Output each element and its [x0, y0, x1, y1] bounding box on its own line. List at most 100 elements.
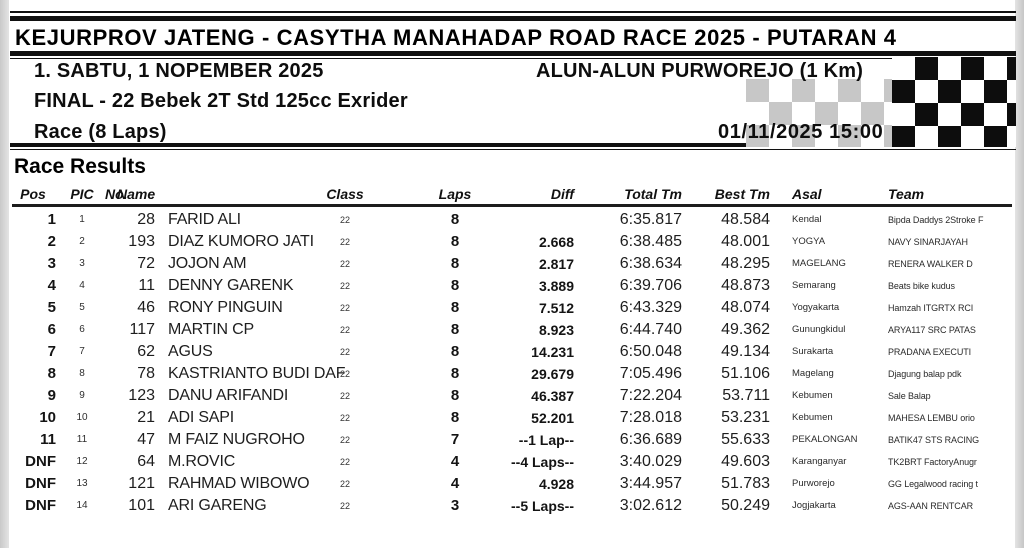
name-cell: KASTRIANTO BUDI DAF: [168, 365, 346, 382]
class-cell: 22: [339, 413, 350, 423]
name-cell: DANU ARIFANDI: [168, 387, 289, 404]
best-time-cell: 48.873: [721, 277, 770, 294]
col-header-name: Name: [117, 186, 156, 202]
class-cell: 22: [339, 259, 350, 269]
class-cell: 22: [339, 215, 350, 225]
laps-cell: 7: [450, 431, 460, 448]
scan-edge-right: [1015, 0, 1024, 548]
total-time-cell: 3:44.957: [619, 475, 682, 492]
team-cell: GG Legalwood racing t: [888, 479, 978, 489]
diff-cell: 8.923: [538, 322, 574, 338]
result-row: DNF 12 64 M.ROVIC 22 4 --4 Laps-- 3:40.0…: [0, 451, 1024, 473]
col-header-diff: Diff: [550, 186, 574, 202]
name-cell: MARTIN CP: [168, 321, 254, 338]
asal-cell: Jogjakarta: [792, 500, 836, 511]
number-cell: 78: [137, 365, 155, 382]
laps-cell: 8: [450, 387, 460, 404]
diff-cell: 2.817: [538, 256, 574, 272]
number-cell: 123: [128, 387, 155, 404]
asal-cell: Semarang: [792, 280, 836, 291]
laps-cell: 4: [450, 453, 460, 470]
team-cell: MAHESA LEMBU orio: [888, 413, 975, 423]
result-row: DNF 14 101 ARI GARENG 22 3 --5 Laps-- 3:…: [0, 495, 1024, 517]
number-cell: 193: [128, 233, 155, 250]
team-cell: BATIK47 STS RACING: [888, 435, 980, 445]
divider: [10, 149, 1016, 150]
pos-cell: 11: [40, 431, 56, 448]
asal-cell: Yogyakarta: [792, 302, 840, 313]
pic-cell: 10: [76, 412, 88, 423]
checkered-flag-icon: [892, 57, 1016, 147]
col-header-pic: PIC: [70, 186, 94, 202]
col-header-laps: Laps: [438, 186, 472, 202]
laps-cell: 8: [450, 343, 460, 360]
pos-cell: 9: [47, 387, 56, 404]
number-cell: 121: [128, 475, 155, 492]
laps-cell: 8: [450, 233, 460, 250]
pic-cell: 3: [79, 258, 85, 269]
diff-cell: --5 Laps--: [511, 498, 574, 514]
pic-cell: 5: [79, 302, 85, 313]
pos-cell: 4: [47, 277, 56, 294]
best-time-cell: 51.783: [721, 475, 770, 492]
total-time-cell: 6:36.689: [619, 431, 682, 448]
asal-cell: Surakarta: [792, 346, 834, 357]
laps-cell: 8: [450, 409, 460, 426]
name-cell: AGUS: [168, 343, 213, 360]
pic-cell: 13: [76, 478, 88, 489]
col-header-no: No.: [105, 186, 128, 202]
number-cell: 72: [137, 255, 155, 272]
team-cell: PRADANA EXECUTI: [888, 347, 972, 357]
total-time-cell: 7:22.204: [619, 387, 682, 404]
total-time-cell: 7:05.496: [619, 365, 682, 382]
number-cell: 117: [129, 321, 155, 338]
best-time-cell: 53.711: [722, 387, 770, 404]
scan-edge-left: [0, 0, 9, 548]
team-cell: RENERA WALKER D: [888, 259, 973, 269]
result-row: 5 5 46 RONY PINGUIN 22 8 7.512 6:43.329 …: [0, 297, 1024, 319]
pos-cell: DNF: [25, 475, 56, 492]
class-line: FINAL - 22 Bebek 2T Std 125cc Exrider: [34, 90, 408, 112]
team-cell: Bipda Daddys 2Stroke F: [888, 215, 984, 225]
class-cell: 22: [339, 479, 350, 489]
result-row: DNF 13 121 RAHMAD WIBOWO 22 4 4.928 3:44…: [0, 473, 1024, 495]
pos-cell: 5: [47, 299, 56, 316]
team-cell: Djagung balap pdk: [888, 369, 962, 379]
total-time-cell: 3:02.612: [619, 497, 682, 514]
best-time-cell: 48.295: [721, 255, 770, 272]
name-cell: RONY PINGUIN: [168, 299, 283, 316]
diff-cell: 14.231: [531, 344, 574, 360]
result-row: 3 3 72 JOJON AM 22 8 2.817 6:38.634 48.2…: [0, 253, 1024, 275]
class-cell: 22: [339, 435, 350, 445]
class-cell: 22: [339, 369, 350, 379]
table-header-underline: [12, 204, 1012, 207]
col-header-best-tm: Best Tm: [714, 186, 770, 202]
result-row: 6 6 117 MARTIN CP 22 8 8.923 6:44.740 49…: [0, 319, 1024, 341]
result-row: 7 7 62 AGUS 22 8 14.231 6:50.048 49.134 …: [0, 341, 1024, 363]
best-time-cell: 48.074: [721, 299, 770, 316]
total-time-cell: 6:50.048: [619, 343, 682, 360]
team-cell: ARYA117 SRC PATAS: [888, 325, 976, 335]
col-header-class: Class: [326, 186, 364, 202]
laps-cell: 8: [450, 321, 460, 338]
pos-cell: 6: [47, 321, 56, 338]
team-cell: Beats bike kudus: [888, 281, 955, 291]
class-cell: 22: [339, 457, 350, 467]
pic-cell: 14: [76, 500, 88, 511]
divider: [10, 143, 1016, 147]
best-time-cell: 49.362: [721, 321, 770, 338]
number-cell: 28: [137, 211, 155, 228]
total-time-cell: 6:39.706: [619, 277, 682, 294]
laps-cell: 3: [450, 497, 460, 514]
name-cell: ARI GARENG: [168, 497, 267, 514]
best-time-cell: 51.106: [721, 365, 770, 382]
laps-cell: 8: [450, 255, 460, 272]
total-time-cell: 6:43.329: [619, 299, 682, 316]
best-time-cell: 55.633: [721, 431, 770, 448]
best-time-cell: 50.249: [721, 497, 770, 514]
asal-cell: Kendal: [792, 214, 822, 225]
name-cell: M.ROVIC: [168, 453, 236, 470]
section-title: Race Results: [14, 155, 146, 178]
diff-cell: --4 Laps--: [511, 454, 574, 470]
